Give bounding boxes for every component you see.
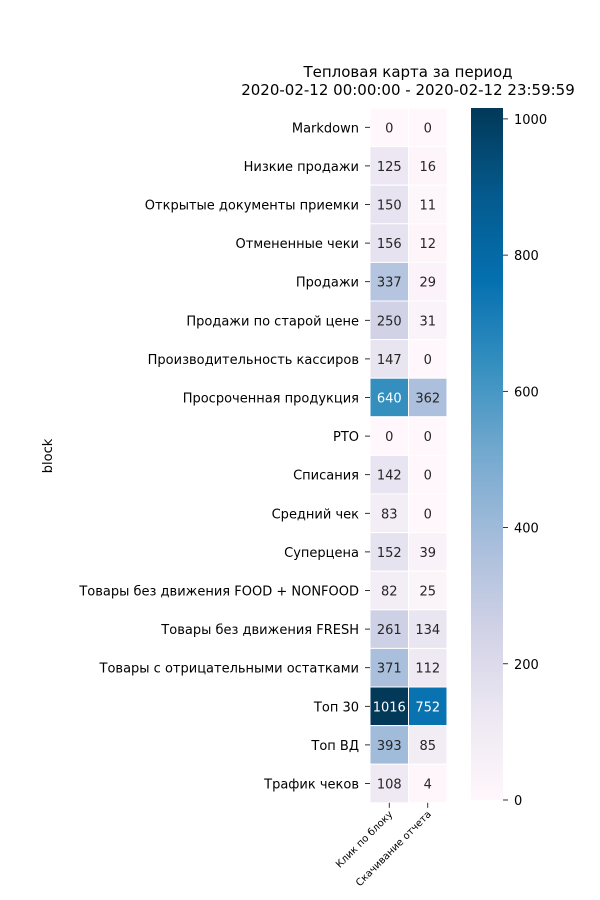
colorbar: 0 200 400 600 800 1000: [471, 108, 547, 809]
row-label: РТО: [333, 430, 359, 445]
heatmap-cell: [369, 532, 409, 572]
row-label: Markdown: [292, 121, 359, 136]
row-label: Топ ВД: [310, 739, 359, 754]
cell-value-label: 12: [419, 237, 436, 252]
cell-value-label: 371: [377, 662, 402, 677]
cell-value-label: 0: [424, 121, 432, 136]
chart-title-line2: 2020-02-12 00:00:00 - 2020-02-12 23:59:5…: [241, 81, 575, 99]
row-label: Отмененные чеки: [236, 237, 359, 252]
cell-value-label: 108: [377, 778, 402, 793]
cell-value-label: 31: [419, 314, 436, 329]
cell-value-label: 112: [415, 662, 440, 677]
row-label: Топ 30: [313, 700, 359, 715]
heatmap-cell: [369, 454, 409, 495]
cell-value-label: 83: [381, 507, 398, 522]
heatmap-cell: [369, 493, 409, 534]
cell-value-label: 11: [419, 199, 436, 214]
row-label: Продажи: [296, 276, 359, 291]
row-label: Трафик чеков: [263, 778, 359, 793]
y-axis-label: block: [41, 438, 56, 473]
cell-value-label: 0: [424, 430, 432, 445]
row-label: Средний чек: [272, 507, 360, 522]
row-label: Продажи по старой цене: [186, 314, 359, 329]
row-label: Просроченная продукция: [183, 392, 359, 407]
cell-value-label: 85: [419, 739, 436, 754]
heatmap-cell: [408, 339, 448, 379]
cell-value-label: 82: [381, 585, 398, 600]
cell-value-label: 125: [377, 160, 402, 175]
cell-value-label: 0: [385, 430, 393, 445]
cell-value-label: 134: [415, 623, 440, 638]
heatmap-cell: [408, 609, 448, 649]
colorbar-tick-label: 200: [514, 658, 539, 673]
row-label: Товары без движения FRESH: [160, 623, 359, 638]
heatmap-cell: [408, 763, 448, 804]
cell-value-label: 0: [385, 121, 393, 136]
heatmap-cell: [408, 184, 448, 225]
row-label: Суперцена: [284, 546, 359, 561]
cell-value-label: 4: [424, 778, 432, 793]
cell-value-label: 156: [377, 237, 402, 252]
cell-value-label: 16: [419, 160, 436, 175]
heatmap-cell: [408, 454, 448, 495]
cell-value-label: 0: [424, 507, 432, 522]
row-labels: Markdown Низкие продажи Открытые документы…: [78, 121, 370, 793]
heatmap-cell: [408, 261, 448, 302]
colorbar-gradient: [471, 108, 503, 800]
cell-value-label: 0: [424, 469, 432, 484]
cell-value-label: 39: [419, 546, 436, 561]
cell-value-label: 29: [419, 276, 436, 291]
colorbar-tick-label: 800: [514, 249, 539, 264]
row-label: Товары без движения FOOD + NONFOOD: [78, 585, 359, 600]
colorbar-tick-label: 400: [514, 522, 539, 537]
cell-value-label: 393: [377, 739, 402, 754]
cell-value-label: 142: [377, 469, 402, 484]
column-label: Скачивание отчета: [354, 809, 434, 889]
cell-value-label: 362: [415, 392, 440, 407]
cell-value-label: 640: [377, 392, 402, 407]
heatmap-cell: [369, 686, 409, 727]
cell-value-label: 152: [377, 546, 402, 561]
heatmap-cell: [408, 223, 448, 263]
heatmap-cell: [408, 300, 448, 341]
heatmap-cell: [408, 532, 448, 572]
row-label: Товары с отрицательными остатками: [99, 662, 359, 677]
cell-value-label: 337: [377, 276, 402, 291]
heatmap-cell: [408, 377, 448, 418]
cell-value-label: 147: [377, 353, 402, 368]
row-label: Списания: [293, 469, 359, 484]
colorbar-tick-label: 1000: [514, 113, 547, 128]
heatmap-cell: [408, 647, 448, 688]
cell-value-label: 25: [419, 585, 436, 600]
cell-value-label: 1016: [373, 700, 406, 715]
colorbar-tick-label: 600: [514, 385, 539, 400]
cell-value-label: 0: [424, 353, 432, 368]
cell-value-label: 150: [377, 199, 402, 214]
heatmap-cell: [369, 647, 409, 688]
cell-value-label: 752: [415, 700, 440, 715]
heatmap-cell: [408, 493, 448, 534]
colorbar-tick-label: 0: [514, 794, 522, 809]
cell-value-label: 261: [377, 623, 402, 638]
heatmap-cell: [408, 146, 448, 186]
chart-title-line1: Тепловая карта за период: [302, 63, 512, 81]
heatmap-cell: [408, 107, 448, 148]
heatmap-cell: [408, 570, 448, 611]
cell-value-label: 250: [377, 314, 402, 329]
row-label: Производительность кассиров: [148, 353, 359, 368]
row-label: Открытые документы приемки: [145, 199, 359, 214]
heatmap-cell: [408, 416, 448, 456]
row-label: Низкие продажи: [244, 160, 359, 175]
